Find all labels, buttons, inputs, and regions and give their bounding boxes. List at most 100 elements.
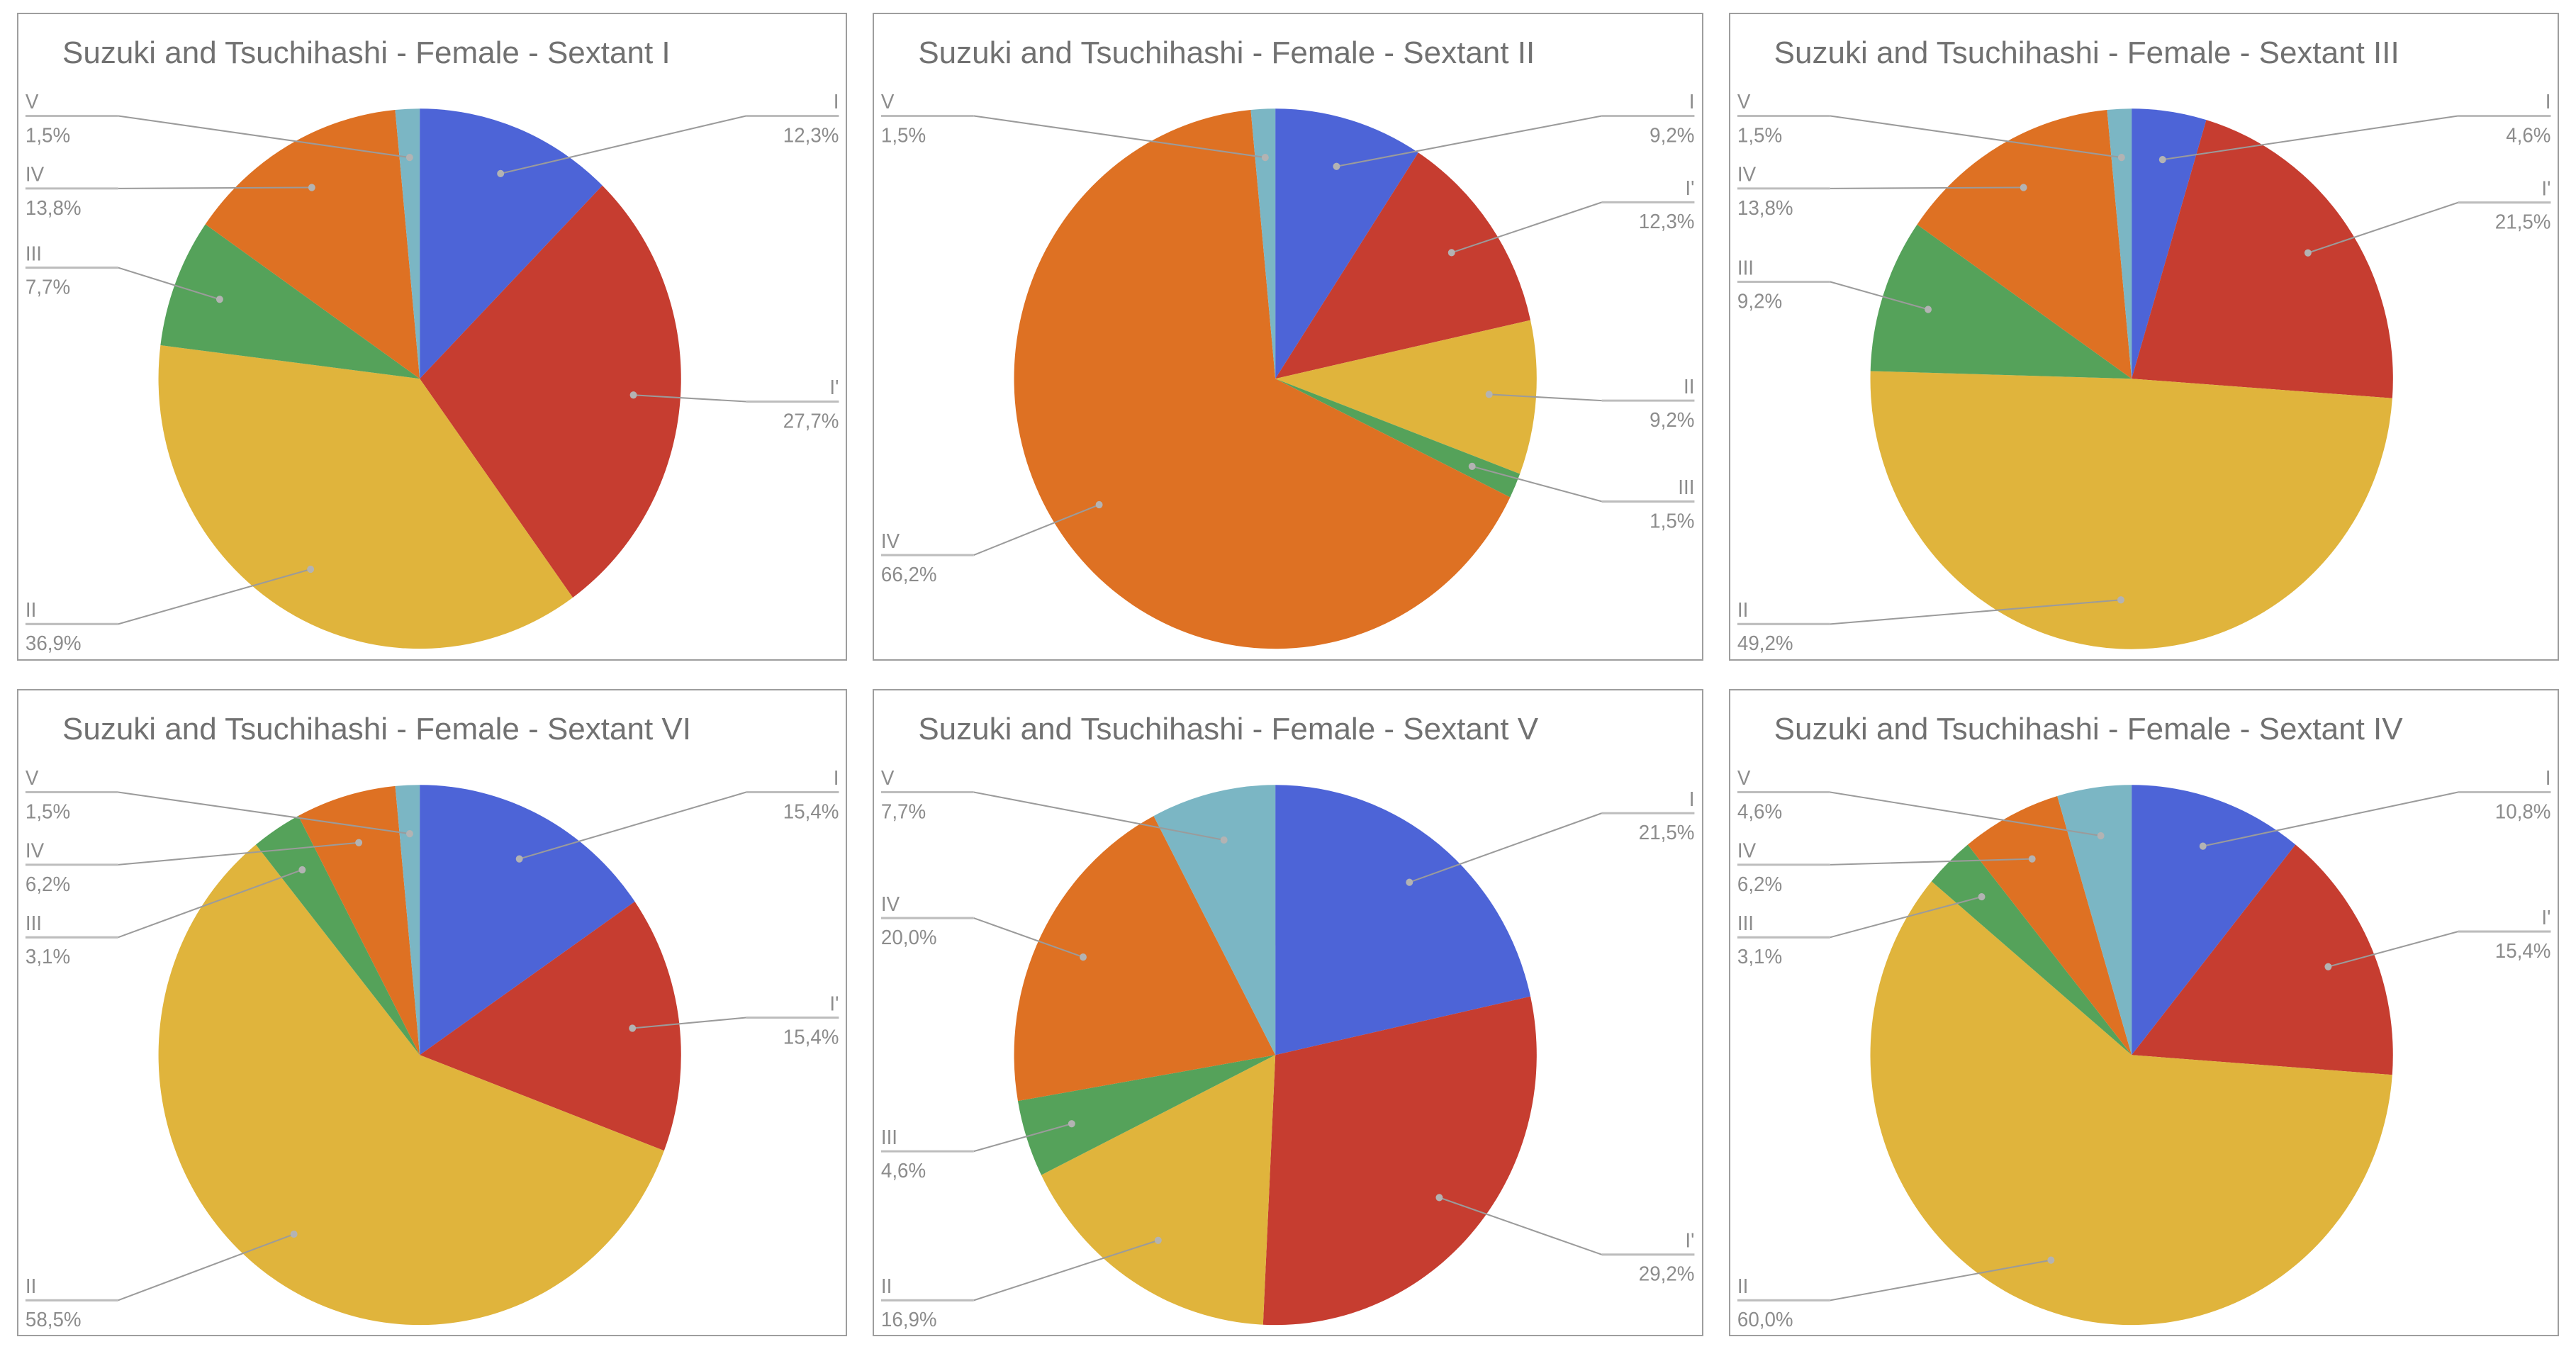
callout-category-I: I [1689, 90, 1695, 113]
callout-leader-IV [973, 917, 1084, 958]
callout-category-IV: IV [26, 839, 44, 862]
callout-leader-IV [973, 504, 1100, 556]
pie-slice-II [1041, 1054, 1276, 1325]
callout-leader-I' [1439, 1196, 1603, 1255]
callout-dot-II [307, 565, 315, 573]
callout-value-V: 1,5% [26, 123, 70, 147]
chart-panel-sextant-ii: Suzuki and Tsuchihashi - Female - Sextan… [873, 13, 1703, 661]
callout-leader-I' [633, 394, 746, 403]
pie-slice-IV [1014, 109, 1511, 649]
pie-slice-IV [1917, 109, 2132, 379]
pie-slice-IV [1014, 815, 1276, 1101]
callout-leader-V [1830, 790, 2101, 836]
callout-dot-II [2117, 596, 2124, 604]
pie-slice-V [395, 108, 420, 379]
callout-category-II: II [1737, 598, 1748, 622]
pie-slice-V [2107, 108, 2132, 379]
pie-slice-II [158, 844, 664, 1325]
chart-panel-sextant-v: Suzuki and Tsuchihashi - Female - Sextan… [873, 688, 1703, 1336]
callout-dot-III [215, 296, 223, 303]
callout-category-IV: IV [1737, 839, 1756, 862]
callout-dot-I [1406, 878, 1413, 886]
callout-dot-I [1333, 162, 1340, 170]
pie-slice-II [1275, 320, 1538, 474]
callout-category-V: V [881, 766, 895, 789]
callout-dot-V [2097, 832, 2105, 839]
callout-leader-IV [118, 841, 359, 866]
callout-value-II: 49,2% [1737, 632, 1793, 655]
pie-slice-III [1870, 224, 2132, 379]
callout-leader-I [1409, 812, 1603, 883]
callout-dot-I [497, 169, 505, 178]
chart-panel-sextant-i: Suzuki and Tsuchihashi - Female - Sextan… [17, 13, 848, 661]
chart-title-sextant-ii: Suzuki and Tsuchihashi - Female - Sextan… [918, 35, 1535, 70]
pie-slice-IV [1967, 795, 2132, 1055]
pie-slice-I' [420, 901, 681, 1151]
callout-value-I: 10,8% [2494, 799, 2550, 822]
callout-dot-I [515, 854, 523, 863]
pie-slice-I [420, 784, 635, 1055]
callout-category-III: III [26, 911, 42, 934]
callout-value-III: 4,6% [881, 1158, 926, 1182]
pie-slice-V [2056, 784, 2132, 1055]
callout-value-V: 7,7% [881, 799, 926, 822]
callout-leader-I [519, 791, 746, 860]
callout-value-II: 16,9% [881, 1307, 937, 1331]
pie-slice-II [158, 345, 573, 649]
callout-dot-IV [355, 839, 363, 846]
callout-value-I': 15,4% [2494, 939, 2550, 962]
callout-dot-II [1155, 1236, 1163, 1244]
callout-category-I: I [2545, 766, 2550, 789]
callout-dot-IV [308, 184, 315, 191]
callout-dot-I' [1435, 1193, 1443, 1201]
callout-category-II: II [26, 1274, 36, 1297]
callout-leader-V [118, 115, 410, 159]
callout-dot-V [1262, 154, 1270, 162]
callout-dot-III [1978, 892, 1986, 900]
callout-category-II: II [1684, 374, 1694, 398]
callout-leader-V [973, 790, 1225, 841]
callout-value-IV: 66,2% [881, 562, 937, 586]
callout-dot-I' [629, 391, 637, 399]
callout-category-I': I' [2541, 905, 2550, 929]
callout-leader-I' [2327, 930, 2458, 968]
callout-dot-V [1221, 836, 1228, 844]
pie-slice-IV [205, 109, 420, 379]
pie-slice-I' [420, 185, 681, 598]
callout-value-I': 21,5% [2494, 210, 2550, 233]
callout-value-I: 21,5% [1639, 820, 1695, 844]
pie-slice-III [1275, 379, 1521, 498]
callout-value-III: 3,1% [26, 944, 70, 968]
callout-value-IV: 13,8% [1737, 196, 1793, 219]
callout-category-I: I [834, 90, 839, 113]
callout-value-V: 4,6% [1737, 799, 1782, 822]
pie-slice-IV [298, 785, 420, 1055]
callout-leader-II [118, 569, 311, 625]
callout-leader-I [500, 115, 746, 174]
callout-value-IV: 13,8% [26, 196, 82, 219]
callout-value-III: 3,1% [1737, 944, 1782, 968]
callout-dot-I' [2324, 963, 2332, 970]
callout-dot-IV [2020, 184, 2027, 191]
callout-category-V: V [881, 90, 895, 113]
callout-dot-I' [2304, 249, 2312, 257]
pie-slice-V [395, 784, 420, 1055]
chart-title-sextant-i: Suzuki and Tsuchihashi - Female - Sextan… [62, 35, 671, 70]
callout-dot-I' [1448, 249, 1456, 257]
pie-slice-II [1870, 371, 2392, 649]
callout-dot-IV [1095, 500, 1103, 509]
pie-slice-I [420, 108, 603, 379]
pie-slice-I' [1275, 152, 1531, 379]
callout-value-IV: 6,2% [26, 872, 70, 895]
callout-category-II: II [1737, 1274, 1748, 1297]
callout-dot-V [2117, 154, 2125, 162]
callout-dot-I' [629, 1024, 637, 1032]
callout-category-IV: IV [881, 529, 900, 552]
callout-value-II: 9,2% [1650, 408, 1695, 432]
callout-dot-III [298, 866, 306, 873]
callout-leader-III [118, 267, 220, 301]
callout-category-III: III [881, 1125, 897, 1148]
callout-leader-V [973, 115, 1266, 159]
callout-leader-IV [1830, 858, 2032, 866]
